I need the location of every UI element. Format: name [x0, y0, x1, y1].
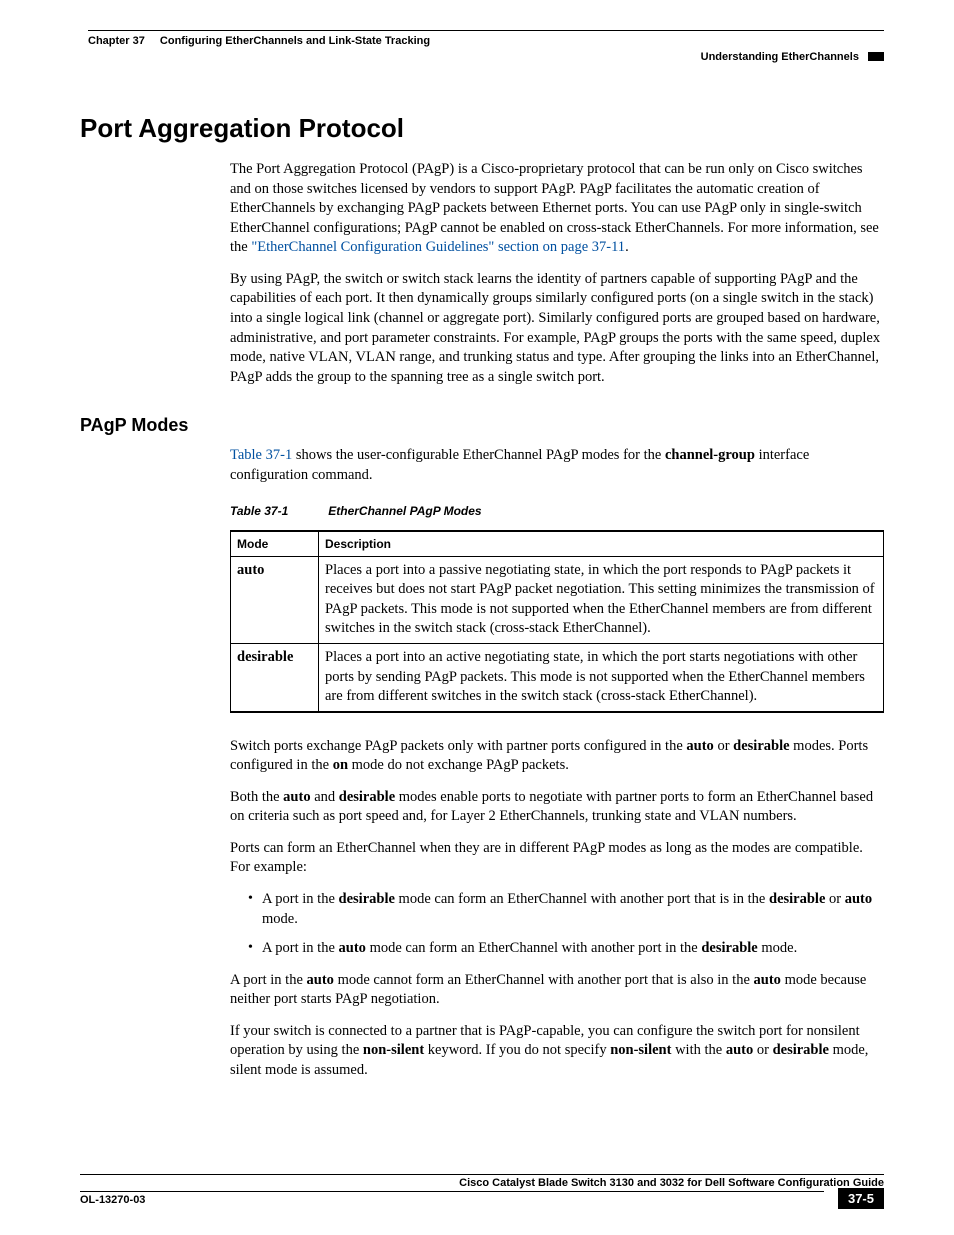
- page-footer: Cisco Catalyst Blade Switch 3130 and 303…: [80, 1174, 884, 1215]
- list-item: A port in the desirable mode can form an…: [248, 890, 884, 929]
- intro-paragraph-2: By using PAgP, the switch or switch stac…: [230, 270, 884, 387]
- after-p4: A port in the auto mode cannot form an E…: [230, 971, 884, 1010]
- compat-bullets: A port in the desirable mode can form an…: [230, 890, 884, 959]
- after-p5: If your switch is connected to a partner…: [230, 1022, 884, 1081]
- section-title-right: Understanding EtherChannels: [701, 51, 859, 63]
- chapter-number: Chapter 37: [88, 35, 145, 47]
- page-number-badge: 37-5: [838, 1188, 884, 1209]
- col-description: Description: [319, 531, 884, 557]
- chapter-title: Configuring EtherChannels and Link-State…: [160, 35, 430, 47]
- table-caption: Table 37-1EtherChannel PAgP Modes: [230, 503, 884, 519]
- header-endmark-icon: [868, 52, 884, 61]
- col-mode: Mode: [231, 531, 319, 557]
- running-header: Chapter 37 Configuring EtherChannels and…: [88, 35, 884, 47]
- page-title: Port Aggregation Protocol: [80, 113, 884, 144]
- intro-paragraph-1: The Port Aggregation Protocol (PAgP) is …: [230, 160, 884, 258]
- subsection-title: PAgP Modes: [80, 415, 884, 436]
- doc-id: OL-13270-03: [80, 1194, 145, 1206]
- xref-table-37-1[interactable]: Table 37-1: [230, 447, 292, 463]
- pagp-modes-table: Mode Description auto Places a port into…: [230, 530, 884, 713]
- after-p2: Both the auto and desirable modes enable…: [230, 788, 884, 827]
- after-p3: Ports can form an EtherChannel when they…: [230, 839, 884, 878]
- book-title: Cisco Catalyst Blade Switch 3130 and 303…: [80, 1175, 884, 1189]
- xref-config-guidelines[interactable]: "EtherChannel Configuration Guidelines" …: [251, 239, 625, 255]
- table-row: auto Places a port into a passive negoti…: [231, 556, 884, 643]
- after-p1: Switch ports exchange PAgP packets only …: [230, 737, 884, 776]
- modes-intro: Table 37-1 shows the user-configurable E…: [230, 446, 884, 485]
- table-row: desirable Places a port into an active n…: [231, 643, 884, 711]
- list-item: A port in the auto mode can form an Ethe…: [248, 939, 884, 959]
